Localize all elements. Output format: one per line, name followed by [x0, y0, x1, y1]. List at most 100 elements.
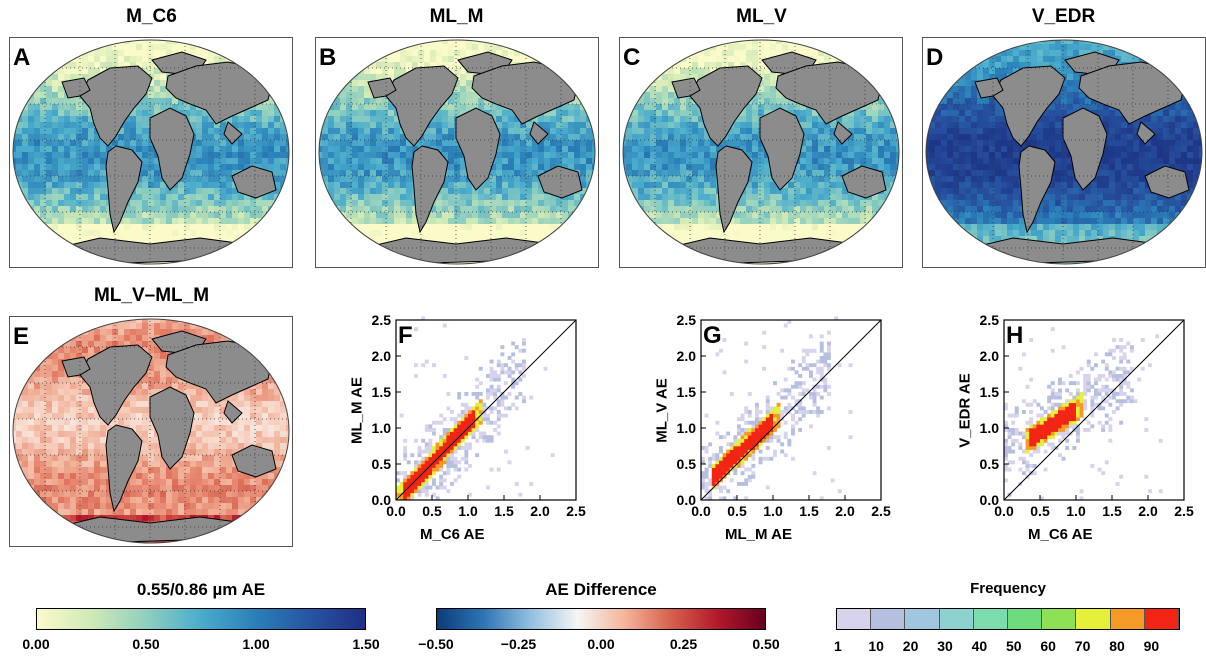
scatter-g: 0.0 0.0 0.5 0.5 1.0 1.0 1.5 1.5 2.0 2.0 2.5 2.5 G M… — [643, 310, 893, 550]
x-tick-label: 0.0 — [994, 503, 1014, 519]
y-tick-label: 2.0 — [372, 348, 392, 364]
x-tick-label: 1.5 — [1102, 503, 1122, 519]
scatter-f-plot: 0.00.0 0.5 0.5 1.0 1.0 1.5 1.5 2.0 2.0 2.5 2.5 — [372, 312, 586, 519]
scatter-f-xlabel: M_C6 AE — [420, 526, 485, 543]
y-tick-label: 1.0 — [980, 420, 1000, 436]
x-tick-label: 2.5 — [871, 503, 891, 519]
frequency-colorbar — [836, 608, 1180, 630]
x-tick-label: 2.0 — [1138, 503, 1158, 519]
x-tick-label: 1.5 — [494, 503, 514, 519]
scatter-f: 0.0 0.0 0.5 0.5 1.0 1.0 1.5 1.5 2.0 2.0 2.5 2.5 F M… — [338, 310, 588, 550]
ae-colorbar — [36, 608, 366, 630]
y-tick-label: 1.5 — [372, 384, 392, 400]
scatter-h: 0.0 0.0 0.5 0.5 1.0 1.0 1.5 1.5 2.0 2.0 2.5 2.5 H M… — [946, 310, 1196, 550]
x-tick-label: 2.5 — [566, 503, 586, 519]
y-tick-label: 1.0 — [372, 420, 392, 436]
colorbar-tick-label: −0.25 — [500, 636, 537, 652]
x-tick-label: 2.0 — [530, 503, 550, 519]
y-tick-label: 2.5 — [980, 312, 1000, 328]
y-tick-label: 2.0 — [677, 348, 697, 364]
colorbar-tick-label: 1.50 — [352, 636, 380, 652]
colorbar-tick-label: 1 — [834, 638, 842, 654]
panel-label-f: F — [398, 322, 413, 349]
colorbar-tick-label: 30 — [937, 638, 953, 654]
panel-label-e: E — [13, 323, 30, 350]
x-tick-label: 1.5 — [799, 503, 819, 519]
x-tick-label: 2.5 — [1174, 503, 1194, 519]
y-tick-label: 0.5 — [980, 456, 1000, 472]
y-tick-label: 0.5 — [372, 456, 392, 472]
frequency-colorbar-cell — [871, 609, 906, 629]
map-e-title: ML_V–ML_M — [93, 285, 210, 306]
diff-colorbar — [436, 608, 766, 630]
frequency-colorbar-cell — [1042, 609, 1077, 629]
x-tick-label: 0.0 — [691, 503, 711, 519]
colorbar-tick-label: 0.25 — [669, 636, 698, 652]
panel-label-h: H — [1006, 322, 1024, 349]
frequency-colorbar-cell — [973, 609, 1009, 629]
colorbar-tick-label: 50 — [1006, 638, 1022, 654]
colorbar-tick-label: 90 — [1143, 638, 1160, 654]
panel-label-d: D — [926, 44, 944, 71]
scatter-h-xlabel: M_C6 AE — [1028, 526, 1093, 543]
x-tick-label: 1.0 — [763, 503, 783, 519]
frequency-colorbar-title: Frequency — [970, 580, 1046, 597]
map-d-title: V_EDR — [1031, 6, 1096, 27]
frequency-colorbar-cell — [1110, 609, 1145, 629]
colorbar-tick-label: 0.50 — [752, 636, 780, 652]
frequency-colorbar-cell — [905, 609, 940, 629]
y-tick-label: 1.5 — [980, 384, 1000, 400]
y-tick-label: 0.5 — [677, 456, 697, 472]
frequency-colorbar-cell — [1076, 609, 1111, 629]
panel-label-b: B — [319, 44, 337, 71]
colorbar-tick-label: 0.00 — [587, 636, 615, 652]
diff-colorbar-title: AE Difference — [545, 580, 657, 599]
scatter-g-ylabel: ML_V AE — [653, 378, 671, 443]
y-tick-label: 2.5 — [677, 312, 697, 328]
colorbar-tick-label: 60 — [1040, 638, 1056, 654]
ae-colorbar-title: 0.55/0.86 µm AE — [136, 580, 266, 599]
panel-label-a: A — [13, 44, 31, 71]
frequency-colorbar-cell — [1144, 609, 1180, 629]
y-tick-label: 1.0 — [677, 420, 697, 436]
x-tick-label: 0.5 — [1030, 503, 1050, 519]
y-tick-label: 0.0 — [372, 492, 392, 508]
scatter-h-ylabel: V_EDR AE — [956, 373, 974, 448]
scatter-g-plot: 0.00.0 0.5 0.5 1.0 1.0 1.5 1.5 2.0 2.0 2.5 2.5 — [677, 312, 891, 519]
scatter-h-plot: 0.00.0 0.5 0.5 1.0 1.0 1.5 1.5 2.0 2.0 2.5 2.5 — [980, 312, 1194, 519]
map-panel-a: A — [9, 37, 293, 268]
scatter-g-xlabel: ML_M AE — [725, 526, 792, 543]
y-tick-label: 0.0 — [677, 492, 697, 508]
frequency-colorbar-cell — [837, 609, 872, 629]
x-tick-label: 1.0 — [1066, 503, 1086, 519]
colorbar-tick-label: 0.50 — [132, 636, 160, 652]
x-tick-label: 1.0 — [458, 503, 478, 519]
panel-label-g: G — [703, 322, 722, 349]
x-tick-label: 0.0 — [386, 503, 406, 519]
map-panel-b: B — [315, 37, 599, 268]
colorbar-tick-label: 80 — [1109, 638, 1125, 654]
colorbar-tick-label: 20 — [902, 638, 919, 654]
map-b-title: ML_M — [429, 6, 484, 27]
map-panel-e: E — [9, 316, 293, 547]
colorbar-tick-label: 0.00 — [22, 636, 50, 652]
x-tick-label: 0.5 — [422, 503, 442, 519]
y-tick-label: 2.0 — [980, 348, 1000, 364]
frequency-colorbar-cell — [1008, 609, 1043, 629]
map-c-title: ML_V — [736, 6, 787, 27]
colorbar-tick-label: 1.00 — [242, 636, 270, 652]
colorbar-tick-label: 40 — [971, 638, 988, 654]
map-a-title: M_C6 — [126, 6, 177, 27]
frequency-colorbar-cell — [939, 609, 974, 629]
x-tick-label: 0.5 — [727, 503, 747, 519]
map-panel-d: D — [922, 37, 1206, 268]
colorbar-tick-label: 70 — [1074, 638, 1091, 654]
scatter-f-ylabel: ML_M AE — [348, 377, 366, 444]
map-panel-c: C — [619, 37, 903, 268]
colorbar-tick-label: −0.50 — [418, 636, 454, 652]
x-tick-label: 2.0 — [835, 503, 855, 519]
y-tick-label: 1.5 — [677, 384, 697, 400]
y-tick-label: 0.0 — [980, 492, 1000, 508]
colorbar-tick-label: 10 — [868, 638, 884, 654]
panel-label-c: C — [623, 44, 641, 71]
